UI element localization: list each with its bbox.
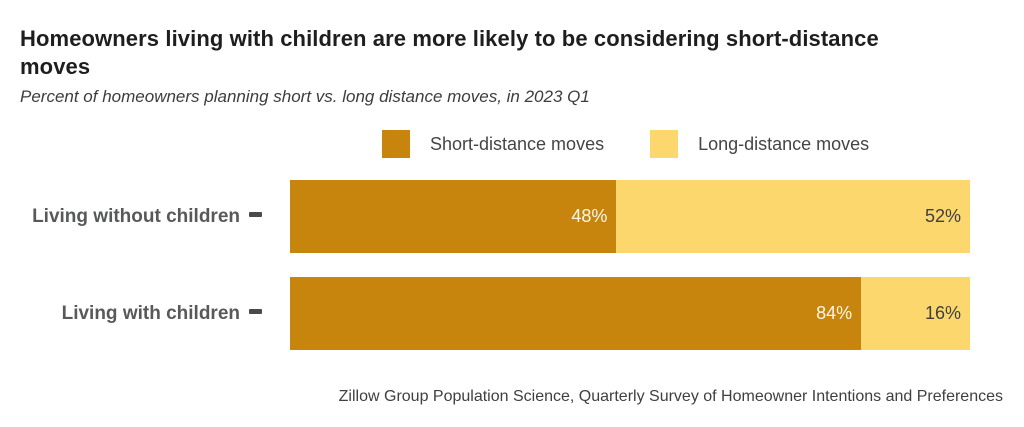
bar-segment-long-distance: 52%	[616, 180, 970, 253]
source-credit: Zillow Group Population Science, Quarter…	[338, 388, 1003, 405]
chart-subtitle: Percent of homeowners planning short vs.…	[20, 87, 590, 106]
legend-swatch-short-distance	[382, 130, 410, 158]
bar-row-without-children: Living without children 48% 52%	[0, 180, 970, 253]
stacked-bar: 48% 52%	[290, 180, 970, 253]
bar-row-with-children: Living with children 84% 16%	[0, 277, 970, 350]
axis-tick	[249, 308, 262, 314]
stacked-bar: 84% 16%	[290, 277, 970, 350]
bar-segment-long-distance: 16%	[861, 277, 970, 350]
legend-swatch-long-distance	[650, 130, 679, 158]
value-label-short: 84%	[816, 303, 853, 323]
bar-segment-short-distance: 84%	[290, 277, 862, 350]
axis-tick	[249, 211, 262, 217]
value-label-short: 48%	[571, 206, 608, 226]
category-label-text: Living without children	[32, 205, 240, 227]
value-label-long: 52%	[924, 206, 961, 226]
chart-title: Homeowners living with children are more…	[20, 25, 879, 79]
category-label-text: Living with children	[61, 302, 240, 324]
legend-label-long-distance: Long-distance moves	[698, 133, 870, 154]
value-label-long: 16%	[924, 303, 961, 323]
legend-item-short-distance: Short-distance moves	[382, 130, 604, 158]
legend-label-short-distance: Short-distance moves	[430, 133, 605, 154]
category-label-with-children: Living with children	[0, 303, 262, 325]
legend-item-long-distance: Long-distance moves	[650, 130, 869, 158]
bar-segment-short-distance: 48%	[290, 180, 617, 253]
stacked-bar-chart: Living without children 48% 52% Living w…	[0, 180, 970, 350]
legend: Short-distance moves Long-distance moves	[382, 130, 869, 158]
category-label-without-children: Living without children	[0, 206, 262, 228]
